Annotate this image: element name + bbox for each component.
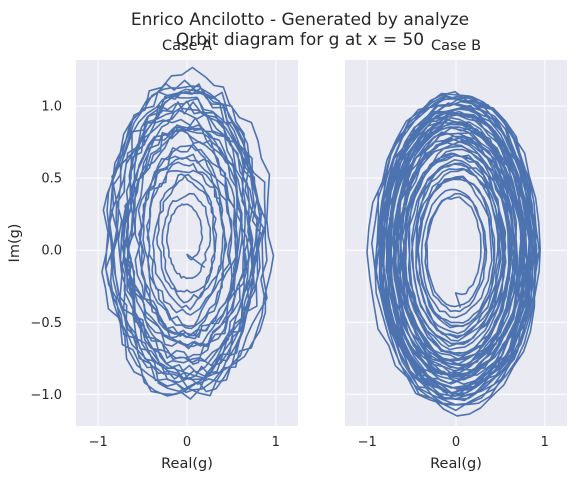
subplot-title: Case A: [162, 38, 212, 54]
subplot-case-b: −1 0 1 Case B Real(g): [345, 38, 567, 472]
y-tick-label: 1.0: [41, 100, 62, 115]
subplot-title: Case B: [431, 38, 481, 54]
figure-title-line-2: Orbit diagram for g at x = 50: [176, 30, 424, 50]
y-axis-label: Im(g): [7, 224, 23, 263]
x-tick-label: −1: [89, 435, 108, 450]
y-tick-label: 0.5: [41, 172, 62, 187]
y-tick-label: −0.5: [30, 316, 62, 331]
x-tick-label: 0: [183, 435, 191, 450]
x-axis-label: Real(g): [161, 456, 213, 472]
orbit-line: [101, 66, 275, 400]
subplot-case-a: −1 0 1 −1.0 −0.5 0.0 0.5 1.0 Case A Real(g) Im(g): [7, 38, 298, 472]
y-tick-label: −1.0: [30, 388, 62, 403]
x-tick-label: −1: [358, 435, 377, 450]
x-axis-label: Real(g): [430, 456, 482, 472]
figure-title-line-1: Enrico Ancilotto - Generated by analyze: [131, 10, 469, 30]
x-tick-label: 1: [272, 435, 280, 450]
y-tick-label: 0.0: [41, 244, 62, 259]
orbit-line: [366, 91, 541, 417]
x-tick-label: 0: [452, 435, 460, 450]
x-tick-label: 1: [541, 435, 549, 450]
